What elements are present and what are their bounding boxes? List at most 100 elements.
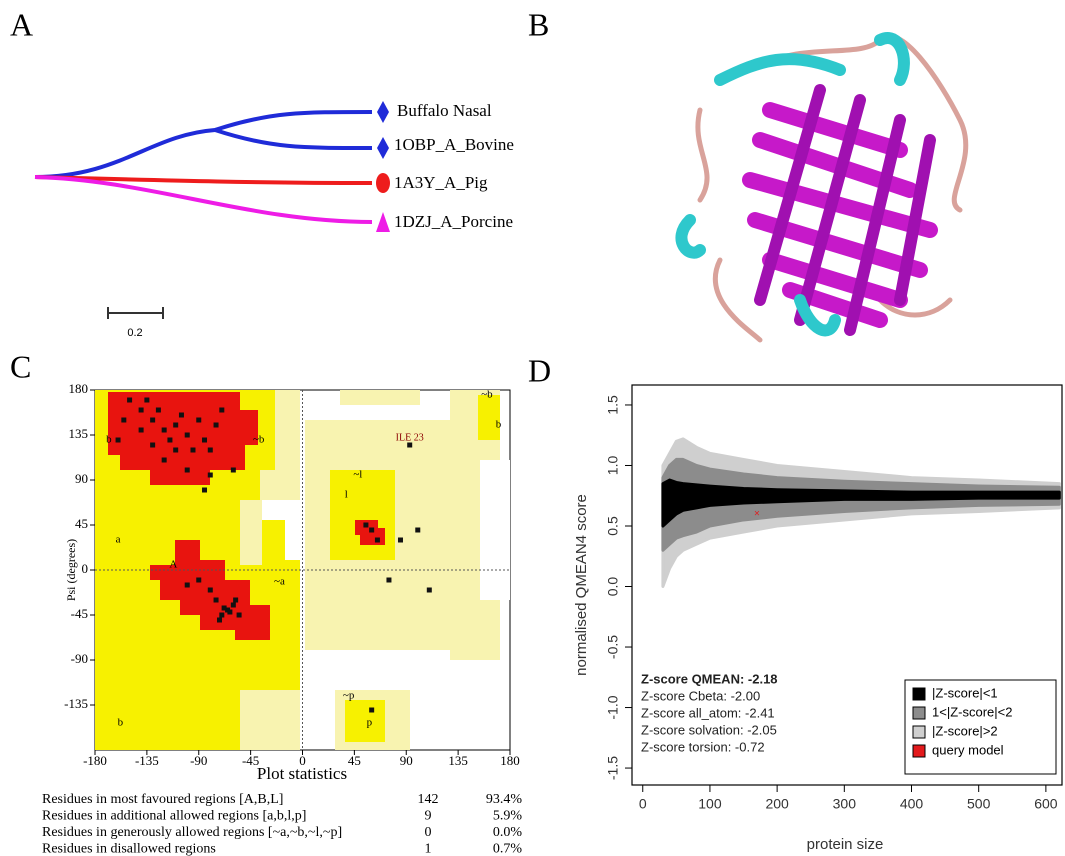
stat-count: 9	[425, 809, 432, 824]
x-tick-label: -90	[190, 753, 207, 768]
y-tick-label: 0	[82, 561, 89, 576]
legend-swatch	[913, 745, 925, 757]
point	[398, 538, 403, 543]
point	[173, 448, 178, 453]
point	[185, 468, 190, 473]
point	[196, 578, 201, 583]
stat-percent: 0.0%	[493, 825, 523, 840]
point	[231, 468, 236, 473]
leaf-label: 1A3Y_A_Pig	[394, 173, 488, 192]
legend-label: |Z-score|>2	[932, 723, 998, 738]
y-tick-label: 0.5	[605, 516, 621, 536]
annotation: ILE 23	[396, 432, 424, 443]
point	[227, 610, 232, 615]
annotation: p	[367, 717, 373, 729]
point	[231, 603, 236, 608]
x-axis-label: protein size	[807, 836, 884, 853]
leaf-label: Buffalo Nasal	[397, 101, 492, 120]
point	[144, 398, 149, 403]
point	[150, 418, 155, 423]
point	[139, 408, 144, 413]
point	[219, 613, 224, 618]
z-score: Z-score Cbeta: -2.00	[641, 688, 760, 703]
x-tick-label: 0	[639, 796, 647, 812]
legend-swatch	[913, 688, 925, 700]
y-tick-label: -135	[64, 696, 88, 711]
stat-count: 1	[425, 842, 432, 856]
x-tick-label: -135	[135, 753, 159, 768]
y-tick-label: -45	[71, 606, 88, 621]
x-tick-label: 600	[1034, 796, 1058, 812]
y-tick-label: 0.0	[605, 577, 621, 597]
point	[116, 438, 121, 443]
point	[185, 583, 190, 588]
y-axis-label: normalised QMEAN4 score	[573, 494, 590, 676]
annotation: b	[118, 717, 124, 729]
y-tick-label: -0.5	[605, 635, 621, 659]
page: A B C D Buffalo Nasal 1OBP_A_Bovine 1A3Y…	[0, 0, 1065, 856]
z-score: Z-score QMEAN: -2.18	[641, 671, 778, 686]
stat-label: Residues in generously allowed regions […	[42, 825, 342, 840]
annotation: A	[169, 559, 177, 571]
point	[375, 538, 380, 543]
point	[363, 523, 368, 528]
point	[127, 398, 132, 403]
scale-label: 0.2	[127, 327, 142, 339]
legend-label: 1<|Z-score|<2	[932, 704, 1012, 719]
point	[214, 423, 219, 428]
point	[139, 428, 144, 433]
x-tick-label: 500	[967, 796, 991, 812]
x-tick-label: 135	[448, 753, 468, 768]
point	[217, 618, 222, 623]
legend-swatch	[913, 726, 925, 738]
panel-label: A	[10, 6, 33, 42]
annotation: b	[496, 419, 502, 431]
y-axis-label: Psi (degrees)	[64, 539, 78, 601]
point	[369, 708, 374, 713]
y-tick-label: 1.0	[605, 456, 621, 476]
x-tick-label: 100	[698, 796, 722, 812]
leaf-label: 1DZJ_A_Porcine	[394, 212, 513, 231]
stat-percent: 93.4%	[486, 792, 523, 807]
annotation: ~a	[274, 576, 285, 588]
point	[208, 588, 213, 593]
point	[208, 473, 213, 478]
annotation: ~b	[481, 389, 493, 401]
x-tick-label: 200	[765, 796, 789, 812]
stat-count: 142	[418, 792, 439, 807]
z-score: Z-score torsion: -0.72	[641, 739, 765, 754]
point	[237, 613, 242, 618]
point	[162, 428, 167, 433]
stat-label: Residues in disallowed regions	[42, 842, 216, 856]
y-tick-label: -1.0	[605, 695, 621, 719]
legend-label: query model	[932, 742, 1004, 757]
z-score: Z-score solvation: -2.05	[641, 722, 777, 737]
legend-swatch	[913, 707, 925, 719]
point	[150, 443, 155, 448]
point	[167, 438, 172, 443]
panel-label: C	[10, 348, 31, 384]
x-tick-label: 400	[900, 796, 924, 812]
stat-percent: 0.7%	[493, 842, 523, 856]
legend-label: |Z-score|<1	[932, 685, 998, 700]
point	[156, 408, 161, 413]
y-tick-label: -90	[71, 651, 88, 666]
x-tick-label: 45	[348, 753, 361, 768]
y-tick-label: 1.5	[605, 395, 621, 415]
x-tick-label: -180	[83, 753, 107, 768]
x-tick-label: 180	[500, 753, 520, 768]
panel-label: B	[528, 6, 549, 42]
point	[190, 448, 195, 453]
point	[162, 458, 167, 463]
point	[121, 418, 126, 423]
point	[214, 598, 219, 603]
panel-label: D	[528, 352, 551, 388]
annotation: ~b	[253, 434, 265, 446]
leaf-marker	[376, 173, 390, 193]
point	[202, 438, 207, 443]
query-point: ×	[754, 509, 760, 520]
y-tick-label: 90	[75, 471, 88, 486]
x-tick-label: 90	[400, 753, 413, 768]
point	[185, 433, 190, 438]
x-axis-label: Plot statistics	[257, 764, 347, 783]
